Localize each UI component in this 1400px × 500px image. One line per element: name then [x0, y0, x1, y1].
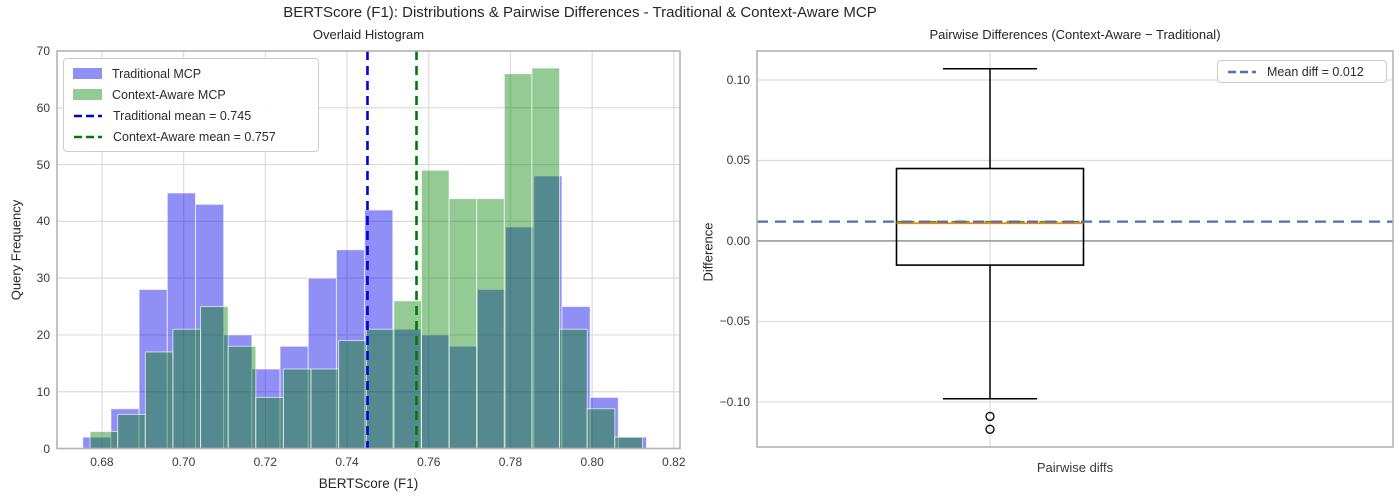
legend-label-context-mean: Context-Aware mean = 0.757 [113, 129, 276, 144]
legend-item-traditional-mean: Traditional mean = 0.745 [64, 105, 318, 126]
left-x-tick-label: 0.74 [335, 454, 359, 469]
legend-item-traditional: Traditional MCP [64, 63, 318, 84]
context-aware-histogram-bar [586, 408, 616, 449]
context-mean-dash-sample [74, 135, 102, 138]
left-y-tick-label: 30 [36, 271, 50, 286]
left-x-tick-label: 0.76 [417, 454, 441, 469]
right-chart-title: Pairwise Differences (Context-Aware − Tr… [929, 27, 1221, 42]
context-aware-histogram-bar [310, 368, 340, 449]
left-y-tick-label: 70 [36, 44, 50, 58]
right-y-tick-label: −0.05 [719, 314, 750, 329]
left-x-tick-label: 0.82 [662, 454, 686, 469]
traditional-histogram-bar [448, 345, 478, 449]
traditional-histogram-bar [533, 175, 563, 450]
left-x-tick-label: 0.68 [90, 454, 114, 469]
legend-item-mean-diff: Mean diff = 0.012 [1218, 61, 1386, 82]
left-x-tick-label: 0.78 [498, 454, 523, 469]
left-plot-border [56, 50, 681, 450]
left-legend: Traditional MCP Context-Aware MCP Tradit… [63, 58, 319, 152]
left-x-tick-label: 0.72 [253, 454, 278, 469]
traditional-mean-dash-sample [74, 114, 102, 117]
figure-title: BERTScore (F1): Distributions & Pairwise… [283, 4, 877, 21]
left-y-tick-label: 20 [36, 327, 50, 342]
legend-label-traditional: Traditional MCP [112, 66, 202, 81]
left-chart-title: Overlaid Histogram [312, 27, 425, 42]
context-aware-histogram-bar [448, 198, 478, 449]
legend-label-context: Context-Aware MCP [112, 87, 226, 102]
box [895, 167, 1085, 266]
legend-label-traditional-mean: Traditional mean = 0.745 [113, 108, 252, 123]
context-aware-histogram-bar [117, 413, 146, 449]
context-aware-histogram-bar [255, 396, 284, 449]
outlier-point [985, 424, 995, 434]
traditional-histogram-bar [505, 226, 535, 449]
right-y-tick-label: −0.10 [719, 394, 750, 409]
traditional-histogram-bar [476, 289, 507, 449]
traditional-swatch [73, 68, 102, 79]
right-legend: Mean diff = 0.012 [1217, 60, 1387, 83]
left-y-tick-label: 0 [43, 441, 50, 456]
context-aware-histogram-bar [614, 436, 643, 449]
left-y-tick-label: 40 [36, 214, 50, 229]
right-y-tick-label: 0.00 [726, 233, 750, 248]
traditional-histogram-bar [561, 306, 591, 449]
right-y-tick-label: 0.10 [726, 72, 750, 87]
left-x-tick-label: 0.80 [580, 454, 604, 469]
outlier-point [985, 411, 995, 422]
context-aware-histogram-bar [144, 351, 174, 450]
context-aware-histogram-bar [420, 169, 450, 449]
context-aware-swatch [73, 89, 102, 100]
context-aware-histogram-bar [559, 328, 588, 449]
right-plot-border [756, 50, 1394, 448]
legend-label-mean-diff: Mean diff = 0.012 [1267, 64, 1364, 79]
context-aware-histogram-bar [503, 73, 533, 449]
left-y-tick-label: 60 [36, 100, 50, 115]
context-aware-histogram-bar [200, 306, 229, 449]
traditional-histogram-bar [251, 368, 281, 449]
traditional-histogram-bar [335, 249, 366, 449]
context-aware-histogram-bar [365, 328, 395, 449]
left-x-axis-label: BERTScore (F1) [318, 476, 419, 491]
left-x-tick-label: 0.70 [171, 454, 196, 469]
right-y-axis-label: Difference [700, 222, 716, 282]
context-aware-histogram-bar [531, 67, 561, 450]
context-aware-histogram-bar [172, 328, 202, 449]
context-aware-histogram-bar [89, 430, 119, 450]
right-x-tick-label: Pairwise diffs [1036, 460, 1114, 475]
context-aware-histogram-bar [282, 368, 312, 449]
context-aware-histogram-bar [476, 198, 505, 449]
left-y-tick-label: 50 [36, 157, 50, 172]
right-y-tick-label: 0.05 [726, 153, 750, 168]
mean-diff-dash-sample [1228, 70, 1256, 73]
legend-item-context-mean: Context-Aware mean = 0.757 [64, 126, 318, 147]
legend-item-context: Context-Aware MCP [64, 84, 318, 105]
context-aware-histogram-bar [338, 340, 367, 450]
left-y-tick-label: 10 [36, 384, 50, 399]
context-aware-histogram-bar [227, 345, 257, 449]
